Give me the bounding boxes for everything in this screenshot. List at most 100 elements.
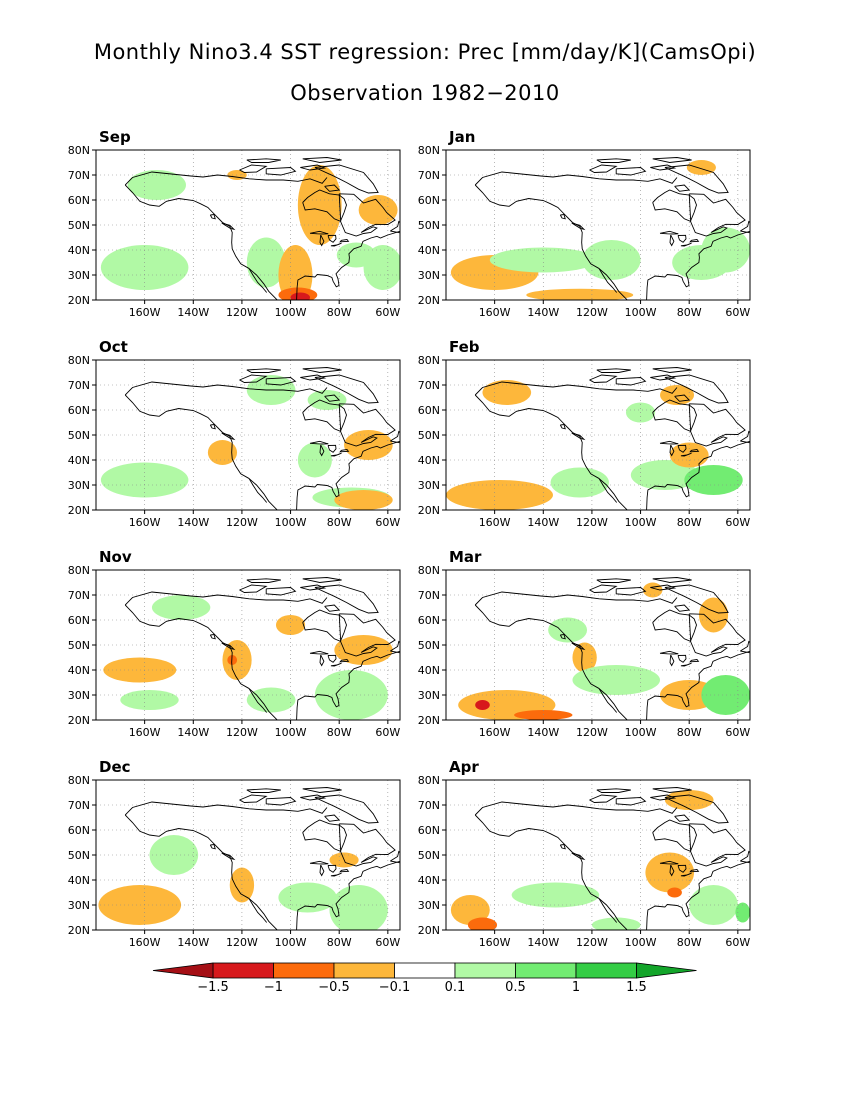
coastline [598, 688, 618, 713]
panel-dec: 160W 140W 120W 100W 80W 60W 80N 70N 60N 50N 40N 30N… [68, 758, 401, 949]
great-lake [659, 650, 679, 655]
coastline-island [390, 430, 400, 444]
coastline-island [324, 814, 341, 822]
x-tick-label: 120W [226, 306, 258, 319]
anomaly-wet-0 [100, 245, 189, 290]
x-tick-label: 140W [177, 516, 209, 529]
coastline-island [596, 578, 631, 583]
coastline-island [239, 164, 268, 173]
colorbar-box [515, 962, 577, 979]
anomaly-wet-1 [127, 170, 186, 200]
anomaly-wet-3 [630, 460, 699, 490]
great-lake [327, 654, 337, 663]
coastline-island [615, 797, 647, 806]
y-tick-label: 70N [68, 799, 90, 812]
coastline-island [314, 584, 379, 614]
great-lake [330, 452, 342, 457]
x-tick-label: 100W [275, 936, 307, 949]
coastline-island [571, 222, 586, 231]
coastline-hudson-bay [652, 609, 697, 642]
coastline-island [209, 634, 216, 640]
y-tick-label: 70N [418, 379, 440, 392]
coastline [124, 801, 328, 816]
x-tick-label: 160W [479, 306, 511, 319]
colorbar-box [454, 962, 516, 979]
colorbar-arrow-low [152, 962, 214, 979]
coastline-hudson-bay [652, 819, 697, 852]
great-lake [689, 449, 700, 453]
great-lake [339, 659, 350, 663]
coastline-island [559, 214, 566, 220]
coastline-island [559, 424, 566, 430]
coastline-island [338, 613, 396, 657]
great-lake [689, 239, 700, 243]
coastline-island [664, 374, 729, 404]
coastline-island [302, 577, 342, 583]
colorbar-box [575, 962, 637, 979]
coastline [248, 478, 268, 503]
coastline-island [589, 164, 618, 173]
x-tick-label: 100W [625, 306, 657, 319]
panel-jan: 160W 140W 120W 100W 80W 60W 80N 70N 60N 50N 40N 30N… [418, 128, 751, 319]
x-tick-label: 100W [625, 726, 657, 739]
x-tick-label: 60W [725, 306, 750, 319]
y-tick-label: 80N [418, 354, 440, 367]
colorbar: −1.5 −1 −0.5 −0.1 0.1 0.5 1 1.5 [152, 962, 697, 995]
anomaly-wet-2 [307, 390, 347, 410]
coastline [124, 381, 328, 396]
coastline-island [265, 167, 297, 176]
great-lake [689, 869, 700, 873]
panel-nov: 160W 140W 120W 100W 80W 60W 80N 70N 60N 50N 40N 30N… [68, 548, 401, 739]
y-tick-label: 50N [418, 849, 440, 862]
x-tick-label: 140W [527, 936, 559, 949]
y-tick-label: 40N [418, 244, 440, 257]
great-lake [330, 872, 342, 877]
coastline-island [589, 374, 618, 383]
anomaly-dry-1 [526, 288, 634, 300]
y-tick-label: 30N [68, 479, 90, 492]
anomaly-dry-6 [290, 292, 311, 300]
panel-apr: 160W 140W 120W 100W 80W 60W 80N 70N 60N 50N 40N 30N… [418, 758, 751, 949]
y-tick-label: 30N [68, 899, 90, 912]
colorbar-box [273, 962, 335, 979]
colorbar-label: 0.1 [445, 980, 466, 995]
x-tick-label: 120W [576, 516, 608, 529]
map-area [96, 360, 400, 510]
anomaly-wet-3 [582, 240, 641, 280]
y-tick-label: 40N [68, 874, 90, 887]
great-lake [659, 230, 679, 235]
coastline-island [571, 852, 586, 861]
coastline-hudson-bay [652, 399, 697, 432]
anomaly-wet-7 [735, 902, 750, 923]
y-tick-label: 20N [418, 924, 440, 937]
coastline-island [300, 374, 327, 381]
colorbar-label: 1 [572, 980, 580, 995]
x-tick-label: 160W [129, 516, 161, 529]
map-area [96, 570, 400, 720]
coastline-island [674, 394, 691, 402]
coastline-island [650, 374, 677, 381]
anomaly-wet-8 [591, 917, 641, 930]
anomaly-dry-0 [446, 480, 554, 510]
anomaly-wet-5 [572, 665, 661, 695]
y-tick-label: 70N [418, 799, 440, 812]
x-tick-label: 160W [129, 306, 161, 319]
coastline-island [688, 823, 746, 867]
coastline-island [740, 220, 750, 234]
colorbar-arrow-high [636, 962, 697, 979]
coastline [296, 230, 400, 300]
y-tick-label: 20N [68, 924, 90, 937]
anomaly-wet-2 [550, 467, 609, 498]
map-area [446, 570, 750, 720]
y-tick-label: 80N [68, 564, 90, 577]
coastline-island [390, 640, 400, 654]
anomaly-wet-1 [120, 690, 179, 710]
coastline-island [652, 367, 692, 373]
chart-subtitle: Observation 1982−2010 [290, 81, 560, 105]
coastline-island [265, 797, 297, 806]
coastline-island [314, 164, 379, 194]
x-tick-label: 60W [375, 936, 400, 949]
anomaly-wet-6 [689, 885, 738, 925]
great-lake [339, 449, 350, 453]
anomaly-wet-2 [278, 882, 337, 913]
